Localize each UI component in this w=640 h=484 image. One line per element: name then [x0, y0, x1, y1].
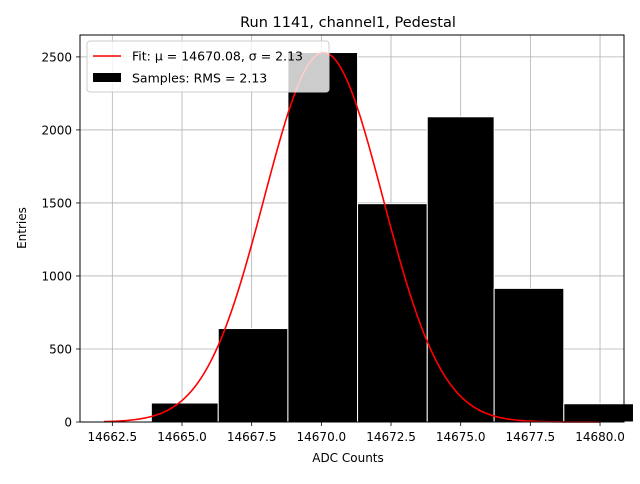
plot-frame [79, 34, 625, 423]
x-tick-label: 14677.5 [506, 430, 556, 444]
y-tick-label: 2500 [41, 50, 72, 64]
legend-samples-label: Samples: RMS = 2.13 [132, 71, 267, 86]
x-tick-label: 14675.0 [436, 430, 486, 444]
histogram-bar-5 [493, 287, 565, 423]
x-tick-label: 14665.0 [157, 430, 207, 444]
x-axis-ticks: 14662.5 14665.0 14667.5 14670.0 14672.5 14675… [88, 422, 625, 444]
x-tick-label: 14667.5 [227, 430, 277, 444]
histogram-bar-2 [287, 52, 359, 423]
x-tick-label: 14672.5 [366, 430, 416, 444]
histogram-bar-6 [563, 403, 634, 423]
histogram-bar-1 [217, 328, 289, 423]
x-tick-label: 14670.0 [297, 430, 347, 444]
legend-box [86, 40, 330, 93]
histogram-bar-4 [426, 116, 495, 423]
legend-samples-swatch [93, 73, 121, 82]
y-axis-ticks: 0 500 1000 1500 2000 2500 [41, 50, 80, 430]
y-axis-label: Entries [15, 207, 29, 249]
y-tick-label: 2000 [41, 123, 72, 137]
chart-title: Run 1141, channel1, Pedestal [240, 15, 456, 31]
y-tick-label: 500 [49, 342, 72, 356]
x-tick-label: 14680.0 [575, 430, 625, 444]
legend: Fit: μ = 14670.08, σ = 2.13 Samples: RMS… [86, 40, 330, 93]
y-tick-label: 1000 [41, 269, 72, 283]
fit-curve [103, 51, 601, 423]
histogram-bars [150, 52, 634, 423]
y-tick-label: 0 [64, 416, 72, 430]
x-axis-label: ADC Counts [312, 451, 384, 465]
legend-fit-label: Fit: μ = 14670.08, σ = 2.13 [132, 49, 303, 64]
x-tick-label: 14662.5 [88, 430, 138, 444]
y-tick-label: 1500 [41, 196, 72, 210]
